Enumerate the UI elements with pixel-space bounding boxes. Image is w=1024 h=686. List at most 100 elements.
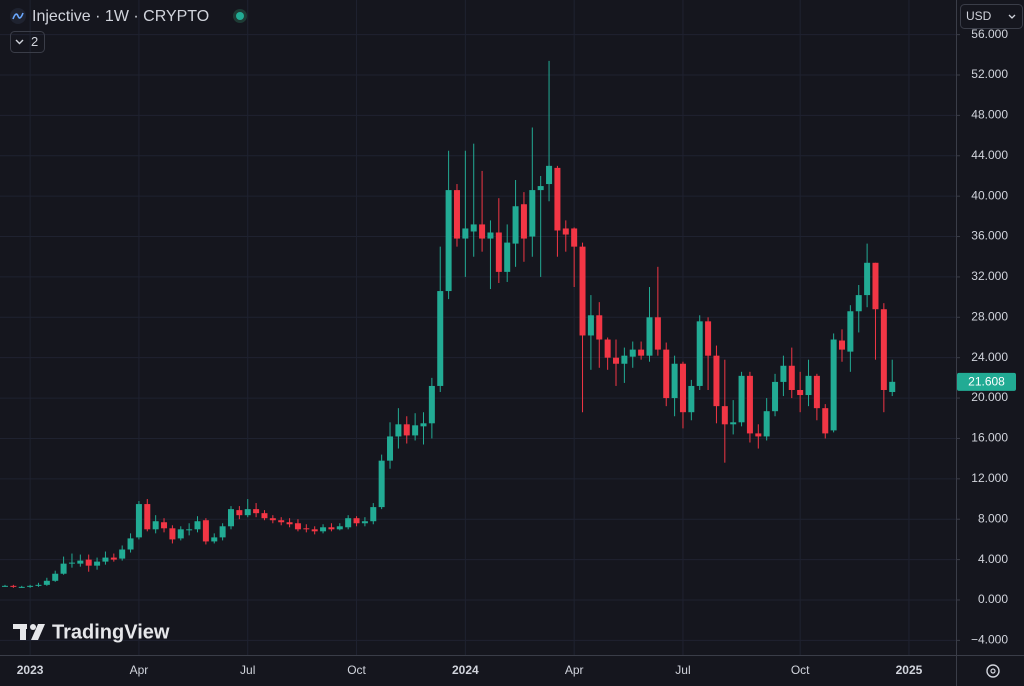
candle-body — [772, 381, 779, 412]
candle-body — [119, 549, 126, 559]
y-tick-label: 32.000 — [971, 269, 1008, 283]
candle-body — [161, 522, 168, 529]
candle-body — [378, 460, 385, 508]
candle-body — [236, 510, 243, 516]
candle-body — [780, 365, 787, 382]
candle-body — [679, 363, 686, 413]
candle-body — [361, 521, 368, 524]
candle-body — [18, 586, 25, 588]
symbol-icon — [10, 8, 26, 24]
candle-body — [479, 224, 486, 239]
candle-body — [320, 527, 327, 532]
candle-body — [403, 424, 410, 436]
candle-body — [303, 528, 310, 530]
currency-label: USD — [966, 9, 992, 23]
candle-body — [822, 408, 829, 434]
x-tick-label: Apr — [565, 663, 584, 677]
x-tick-label: Oct — [791, 663, 810, 677]
candle-body — [311, 529, 318, 532]
candle-body — [10, 585, 17, 587]
candle-body — [738, 375, 745, 423]
candle-body — [587, 315, 594, 336]
y-tick-label: 40.000 — [971, 188, 1008, 202]
candle-body — [77, 560, 84, 564]
candle-body — [345, 518, 352, 528]
status-dot — [236, 12, 244, 20]
y-tick-label: 28.000 — [971, 309, 1008, 323]
candle-body — [847, 311, 854, 352]
candle-body — [437, 291, 444, 386]
x-tick-label: 2025 — [896, 663, 923, 677]
candle-body — [269, 518, 276, 521]
candle-body — [579, 246, 586, 336]
candle-body — [889, 381, 896, 393]
candle-body — [629, 349, 636, 357]
candle-body — [604, 339, 611, 358]
candle-body — [839, 340, 845, 350]
candle-body — [387, 436, 394, 461]
indicator-count: 2 — [31, 34, 38, 49]
settings-button[interactable] — [986, 664, 1000, 678]
y-tick-label: 48.000 — [971, 108, 1008, 122]
y-tick-label: 4.000 — [978, 552, 1008, 566]
candle-body — [211, 537, 218, 542]
candle-body — [813, 375, 820, 409]
y-tick-label: −4.000 — [971, 633, 1008, 647]
candle-body — [797, 389, 804, 396]
candle-body — [546, 165, 553, 185]
candle-body — [487, 232, 494, 239]
candle-body — [621, 355, 628, 364]
currency-select[interactable] — [960, 4, 1023, 29]
last-price-box — [957, 372, 1016, 391]
candle-body — [562, 228, 569, 235]
candle-body — [512, 206, 519, 244]
candle-body — [529, 190, 536, 237]
x-tick-label: Apr — [130, 663, 149, 677]
y-tick-label: 12.000 — [971, 471, 1008, 485]
candle-body — [110, 557, 117, 560]
x-tick-label: 2024 — [452, 663, 479, 677]
candle-body — [152, 521, 159, 530]
candle-body — [571, 228, 578, 247]
candle-body — [169, 528, 176, 540]
candle-body — [353, 518, 360, 524]
candle-body — [872, 262, 879, 310]
y-tick-label: 24.000 — [971, 350, 1008, 364]
candle-body — [43, 580, 50, 585]
candle-body — [127, 538, 134, 550]
indicators-toggle[interactable] — [10, 31, 45, 53]
candle-body — [830, 339, 837, 431]
candle-body — [864, 262, 871, 296]
candle-body — [520, 204, 527, 239]
candle-body — [60, 563, 67, 574]
chevron — [15, 39, 24, 45]
candle-body — [654, 317, 661, 350]
candles — [2, 60, 896, 588]
candle-body — [286, 522, 293, 525]
last-price-label: 21.608 — [968, 375, 1005, 389]
candle-body — [278, 520, 285, 523]
candle-body — [713, 355, 720, 407]
y-tick-label: 20.000 — [971, 390, 1008, 404]
candle-body — [27, 585, 34, 587]
x-tick-label: Jul — [675, 663, 690, 677]
y-tick-label: 16.000 — [971, 431, 1008, 445]
candle-body — [537, 186, 544, 191]
watermark-logo — [13, 624, 45, 640]
candle-body — [102, 557, 109, 562]
candle-body — [663, 349, 670, 399]
candle-body — [613, 357, 620, 364]
watermark-text: TradingView — [52, 621, 170, 643]
candle-body — [420, 423, 427, 427]
candle-body — [35, 584, 42, 586]
candle-body — [94, 561, 101, 566]
candle-body — [428, 385, 435, 424]
candle-body — [671, 363, 678, 399]
x-tick-label: Oct — [347, 663, 366, 677]
candle-body — [294, 523, 301, 530]
candle-body — [746, 375, 753, 434]
symbol-title: Injective · 1W · CRYPTO — [32, 8, 209, 25]
candle-body — [328, 527, 335, 530]
candle-body — [721, 406, 728, 425]
